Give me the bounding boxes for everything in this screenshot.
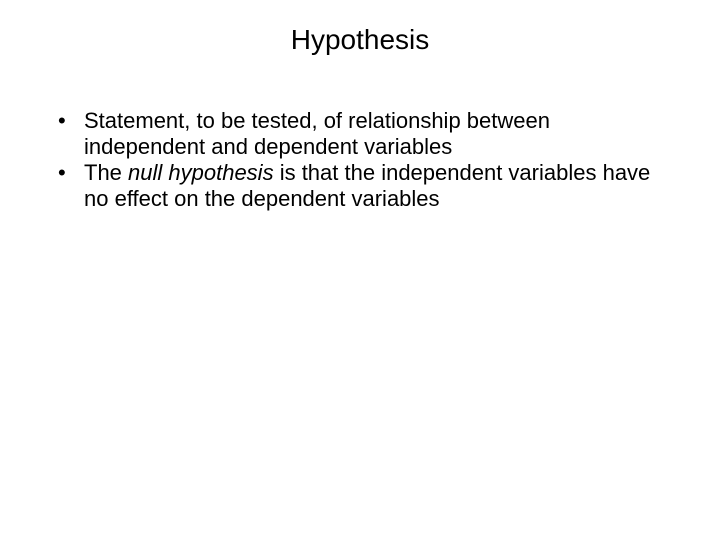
slide: Hypothesis Statement, to be tested, of r… [0, 0, 720, 540]
slide-body: Statement, to be tested, of relationship… [48, 108, 672, 212]
bullet-item: Statement, to be tested, of relationship… [48, 108, 672, 160]
bullet-text-segment: null hypothesis [128, 160, 274, 185]
bullet-list: Statement, to be tested, of relationship… [48, 108, 672, 212]
slide-title: Hypothesis [0, 24, 720, 56]
bullet-text-segment: The [84, 160, 128, 185]
bullet-item: The null hypothesis is that the independ… [48, 160, 672, 212]
bullet-text-segment: Statement, to be tested, of relationship… [84, 108, 550, 159]
